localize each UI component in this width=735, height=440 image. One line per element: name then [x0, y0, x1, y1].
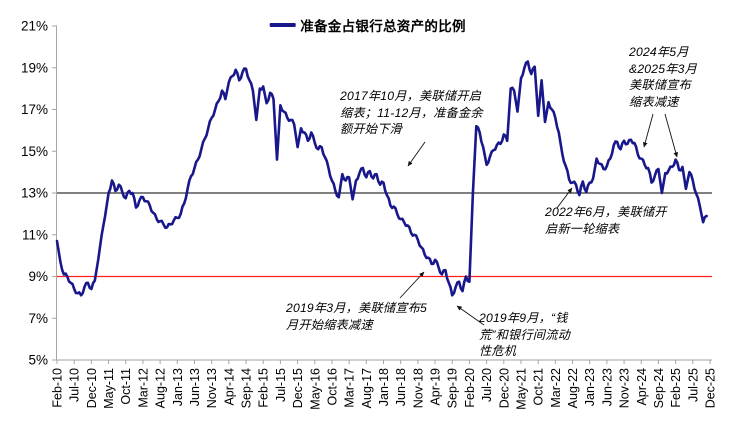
x-tick-label: Jul-15 [274, 368, 288, 402]
ann-2019-mar-slowdown-line: 2019年3月，美联储宣布5 [286, 301, 427, 315]
x-tick-label: Dec-20 [497, 368, 511, 408]
ann-2024-2025-slowdown-line: &2025年3月 [629, 61, 697, 76]
x-tick-label: Jun-18 [394, 368, 408, 406]
x-tick-label: May-16 [308, 368, 322, 410]
x-tick-label: Sep-14 [240, 368, 254, 408]
x-tick-label: Nov-13 [205, 368, 219, 408]
y-tick-label: 11% [22, 227, 48, 242]
x-tick-label: Dec-10 [85, 368, 99, 408]
x-tick-label: Feb-25 [669, 368, 683, 408]
x-tick-label: Jan-23 [583, 368, 597, 406]
x-tick-label: Mar-17 [343, 368, 357, 408]
y-tick-label: 17% [21, 102, 48, 117]
ann-2022-new-qt: 2022年6月，美联储开 启新一轮缩表 [545, 204, 667, 237]
y-tick-label: 5% [28, 353, 48, 368]
ann-2019-sep-repo-line: 荒”和银行间流动 [479, 327, 570, 342]
ann-2024-2025-slowdown-line: 缩表减速 [629, 94, 679, 109]
x-tick-label: Oct-16 [325, 368, 339, 406]
x-tick-label: Apr-14 [222, 368, 236, 406]
series-layer [55, 60, 708, 297]
ann-2019-sep-repo-arrow [456, 305, 485, 326]
ann-2017-taper-start: 2017年10月，美联储开启 缩表；11-12月，准备金余 额开始下滑 [340, 88, 483, 138]
ann-2017-taper-start-line: 额开始下滑 [340, 122, 402, 137]
x-tick-label: Apr-24 [635, 368, 649, 406]
x-tick-label: Aug-22 [566, 368, 580, 408]
x-tick-label: Jul-20 [480, 368, 494, 402]
x-tick-label: Sep-19 [446, 368, 460, 408]
x-tick-label: Oct-21 [532, 368, 546, 406]
ann-2022-new-qt-arrow [556, 187, 573, 209]
ann-2019-sep-repo-line: 性危机 [479, 344, 517, 359]
ann-2019-sep-repo-line: 2019年9月，“钱 [479, 311, 568, 325]
ann-2017-taper-start-arrow [407, 141, 426, 167]
y-tick-label: 19% [21, 60, 48, 75]
ann-2017-taper-start-line: 缩表；11-12月，准备金余 [340, 105, 483, 120]
ann-2024-2025-slowdown: 2024年5月 &2025年3月 美联储宣布 缩表减速 [629, 44, 697, 110]
axes-layer: 21%19%17%15%13%11%9%7%5%Feb-10 Jul-10 Dec-… [21, 19, 718, 410]
ann-2024-2025-slowdown-line: 2024年5月 [629, 45, 689, 59]
x-tick-label: Dec-25 [704, 368, 718, 408]
ann-2019-mar-slowdown-line: 月开始缩表减速 [286, 317, 373, 332]
legend-label: 准备金占银行总资产的比例 [300, 19, 466, 34]
y-tick-label: 21% [21, 19, 48, 34]
series-line [55, 60, 708, 297]
y-tick-label: 15% [21, 144, 48, 159]
x-tick-label: Sep-24 [652, 368, 666, 408]
x-tick-label: Jan-13 [171, 368, 185, 406]
x-tick-label: Aug-17 [360, 368, 374, 408]
y-tick-label: 13% [21, 186, 48, 201]
ann-2022-new-qt-line: 2022年6月，美联储开 [545, 205, 667, 219]
y-tick-label: 7% [28, 311, 48, 326]
x-tick-label: Jul-10 [68, 368, 82, 402]
ann-2022-new-qt-line: 启新一轮缩表 [545, 221, 620, 236]
x-tick-label: Mar-12 [136, 368, 150, 408]
legend-line-marker [269, 23, 296, 27]
x-tick-label: Aug-12 [154, 368, 168, 408]
x-tick-label: Dec-15 [291, 368, 305, 408]
x-tick-label: Jun-23 [600, 368, 614, 406]
ann-2017-taper-start-line: 2017年10月，美联储开启 [340, 89, 481, 103]
x-tick-label: Mar-22 [549, 368, 563, 408]
annotation-arrows-layer [399, 113, 678, 326]
ann-2019-sep-repo: 2019年9月，“钱 荒”和银行间流动 性危机 [479, 310, 570, 360]
x-tick-label: Nov-18 [411, 368, 425, 408]
ann-2024-2025-slowdown-line: 美联储宣布 [629, 78, 691, 93]
y-tick-label: 9% [28, 269, 48, 284]
x-tick-label: Jul-25 [686, 368, 700, 402]
x-tick-label: Oct-11 [119, 368, 133, 405]
ann-2024-2025-slowdown-arrow [642, 113, 654, 148]
ann-2024-2025-slowdown-arrow [664, 113, 678, 158]
x-tick-label: Feb-15 [257, 368, 271, 408]
x-tick-label: Jan-18 [377, 368, 391, 406]
legend: 准备金占银行总资产的比例 [269, 15, 466, 35]
x-tick-label: May-11 [102, 368, 116, 409]
x-tick-label: Jun-13 [188, 368, 202, 406]
x-tick-label: Feb-20 [463, 368, 477, 408]
x-tick-label: Feb-10 [51, 368, 65, 408]
x-tick-label: Apr-19 [429, 368, 443, 406]
ann-2019-mar-slowdown: 2019年3月，美联储宣布5 月开始缩表减速 [286, 300, 427, 333]
x-tick-label: Nov-23 [618, 368, 632, 408]
x-tick-label: May-21 [514, 368, 528, 410]
ann-2019-mar-slowdown-arrow [399, 271, 425, 299]
